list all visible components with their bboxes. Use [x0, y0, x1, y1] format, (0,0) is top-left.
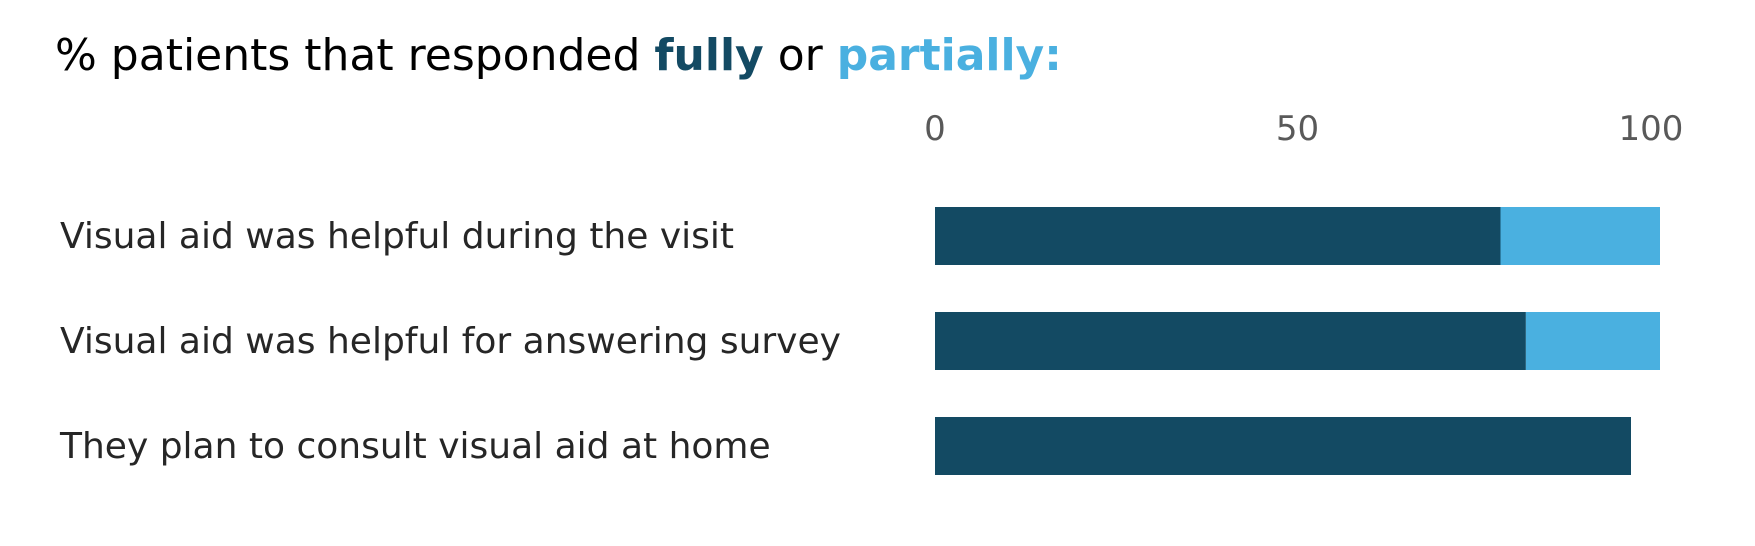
chart-title: % patients that responded fully or parti…: [55, 30, 1062, 81]
title-fully: fully: [654, 30, 763, 81]
category-label: They plan to consult visual aid at home: [59, 426, 771, 467]
bar-fully: [935, 312, 1526, 370]
bar-fully: [935, 207, 1501, 265]
x-tick-label: 50: [1276, 109, 1319, 149]
category-labels: Visual aid was helpful during the visit V…: [59, 216, 841, 467]
title-partially: partially:: [837, 30, 1062, 81]
bars: [935, 207, 1660, 475]
title-prefix: % patients that responded: [55, 30, 654, 81]
x-tick-label: 100: [1619, 109, 1684, 149]
category-label: Visual aid was helpful for answering sur…: [60, 321, 841, 362]
x-axis-ticks: 0 50 100: [924, 109, 1683, 149]
bar-partially: [1500, 207, 1660, 265]
bar-partially: [1525, 312, 1660, 370]
bar-fully: [935, 417, 1631, 475]
category-label: Visual aid was helpful during the visit: [60, 216, 734, 257]
x-tick-label: 0: [924, 109, 946, 149]
title-middle: or: [764, 30, 837, 81]
